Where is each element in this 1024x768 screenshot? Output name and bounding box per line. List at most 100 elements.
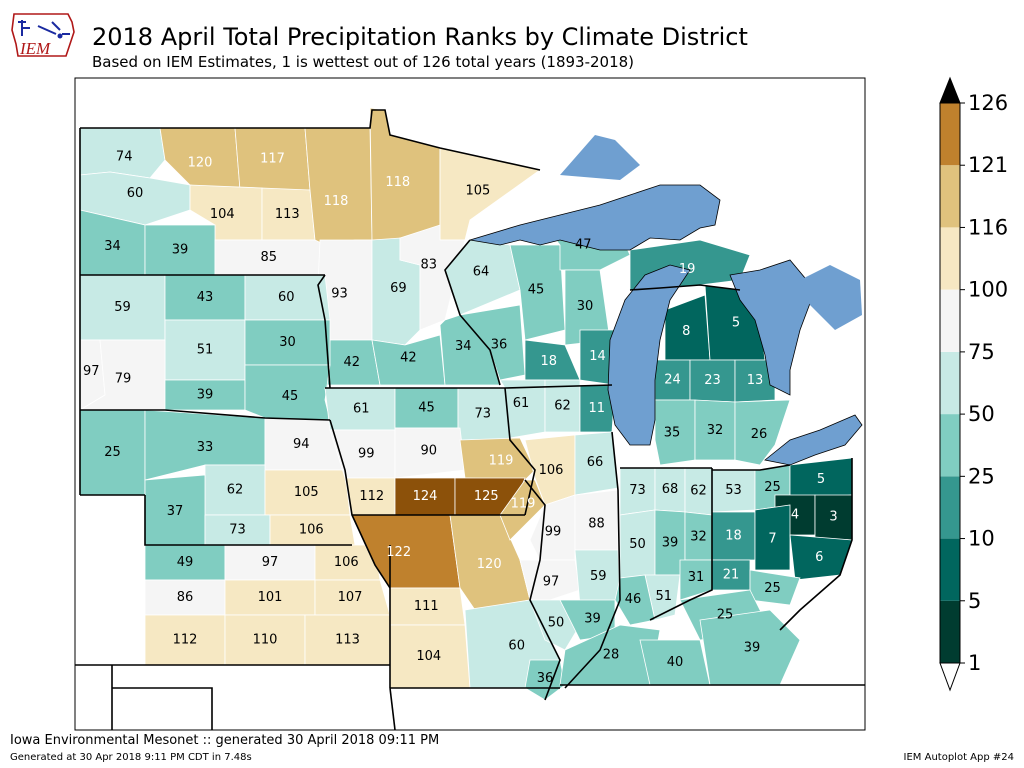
district-wi-8 xyxy=(499,379,546,439)
district-rank-label: 59 xyxy=(590,569,607,584)
district-rank-label: 36 xyxy=(491,338,508,353)
district-rank-label: 104 xyxy=(416,649,441,664)
district-rank-label: 13 xyxy=(747,373,764,388)
district-rank-label: 104 xyxy=(210,207,235,222)
colorbar-bin xyxy=(940,227,960,290)
district-rank-label: 101 xyxy=(258,590,283,605)
colorbar-bin xyxy=(940,103,960,166)
district-rank-label: 106 xyxy=(539,463,564,478)
lake-michigan xyxy=(607,264,691,446)
district-rank-label: 8 xyxy=(682,324,690,339)
footer-generated: Generated at 30 Apr 2018 9:11 PM CDT in … xyxy=(10,752,252,763)
district-rank-label: 39 xyxy=(584,611,601,626)
district-rank-label: 106 xyxy=(299,523,324,538)
district-rank-label: 99 xyxy=(358,447,375,462)
district-rank-label: 11 xyxy=(589,401,606,416)
footer-app: IEM Autoplot App #24 xyxy=(903,752,1014,763)
district-rank-label: 113 xyxy=(275,207,300,222)
district-rank-label: 73 xyxy=(629,483,646,498)
district-rank-label: 31 xyxy=(688,570,705,585)
colorbar-tick-label: 121 xyxy=(968,153,1008,177)
iem-logo: IEM xyxy=(11,13,75,58)
district-rank-label: 112 xyxy=(173,633,198,648)
lake-superior-north xyxy=(560,135,640,180)
district-rank-label: 28 xyxy=(603,648,620,663)
district-rank-label: 97 xyxy=(543,575,560,590)
district-rank-label: 30 xyxy=(279,335,296,350)
district-rank-label: 68 xyxy=(662,482,679,497)
district-rank-label: 90 xyxy=(421,444,438,459)
colorbar-extend-max xyxy=(939,76,961,104)
district-rank-label: 73 xyxy=(229,523,246,538)
district-rank-label: 122 xyxy=(386,545,411,560)
district-rank-label: 42 xyxy=(400,351,417,366)
district-rank-label: 39 xyxy=(662,536,679,551)
district-rank-label: 64 xyxy=(473,265,490,280)
colorbar-bin xyxy=(940,476,960,539)
district-rank-label: 25 xyxy=(764,480,781,495)
lake-erie xyxy=(764,414,863,466)
district-rank-label: 34 xyxy=(104,239,121,254)
district-rank-label: 14 xyxy=(589,349,606,364)
district-rank-label: 105 xyxy=(465,184,490,199)
colorbar-extend-min xyxy=(939,662,961,692)
footer-source: Iowa Environmental Mesonet :: generated … xyxy=(10,733,440,748)
colorbar-tick-label: 1 xyxy=(968,651,981,675)
district-rank-label: 34 xyxy=(455,339,472,354)
colorbar-tick-label: 126 xyxy=(968,91,1008,115)
district-rank-label: 18 xyxy=(541,354,558,369)
district-rank-label: 118 xyxy=(324,194,349,209)
district-rank-label: 18 xyxy=(725,529,742,544)
district-rank-label: 66 xyxy=(587,455,604,470)
district-rank-label: 112 xyxy=(359,489,384,504)
district-rank-label: 32 xyxy=(690,529,707,544)
district-rank-label: 107 xyxy=(338,590,363,605)
district-rank-label: 25 xyxy=(104,445,121,460)
district-rank-label: 45 xyxy=(418,401,435,416)
colorbar-bin xyxy=(940,165,960,228)
district-rank-label: 25 xyxy=(717,608,734,623)
district-rank-label: 110 xyxy=(253,633,278,648)
district-ky-4 xyxy=(699,609,801,686)
logo-text: IEM xyxy=(19,39,51,58)
district-il-9 xyxy=(524,659,566,701)
district-rank-label: 39 xyxy=(172,243,189,258)
district-rank-label: 37 xyxy=(167,504,184,519)
district-rank-label: 69 xyxy=(390,281,407,296)
district-rank-label: 105 xyxy=(294,485,319,500)
district-oh-7 xyxy=(754,504,791,571)
district-rank-label: 62 xyxy=(227,483,244,498)
district-rank-label: 60 xyxy=(508,639,525,654)
iowa-outline-icon xyxy=(11,13,75,57)
district-rank-label: 74 xyxy=(116,149,133,164)
colorbar-bin xyxy=(940,289,960,352)
district-in-9 xyxy=(614,574,656,626)
district-rank-label: 113 xyxy=(335,633,360,648)
district-rank-label: 59 xyxy=(114,300,131,315)
district-rank-label: 111 xyxy=(414,599,439,614)
colorbar-tick-label: 10 xyxy=(968,527,995,551)
district-rank-label: 40 xyxy=(667,655,684,670)
district-rank-label: 36 xyxy=(537,671,554,686)
district-rank-label: 49 xyxy=(177,555,194,570)
district-rank-label: 79 xyxy=(115,372,132,387)
district-rank-label: 53 xyxy=(725,483,742,498)
district-rank-label: 19 xyxy=(679,262,696,277)
district-rank-label: 50 xyxy=(548,616,565,631)
district-rank-label: 60 xyxy=(127,186,144,201)
district-rank-label: 45 xyxy=(282,389,299,404)
district-rank-label: 119 xyxy=(489,454,514,469)
district-rank-label: 106 xyxy=(334,555,359,570)
colorbar-tick-label: 50 xyxy=(968,402,995,426)
district-rank-label: 51 xyxy=(197,343,214,358)
district-rank-label: 4 xyxy=(791,508,799,523)
district-rank-label: 39 xyxy=(197,388,214,403)
district-rank-label: 125 xyxy=(474,489,499,504)
lake-superior xyxy=(469,184,721,251)
colorbar-tick-label: 5 xyxy=(968,589,981,613)
district-rank-label: 26 xyxy=(751,427,768,442)
district-rank-label: 33 xyxy=(197,440,214,455)
colorbar-tick-label: 25 xyxy=(968,464,995,488)
district-rank-label: 35 xyxy=(664,426,681,441)
